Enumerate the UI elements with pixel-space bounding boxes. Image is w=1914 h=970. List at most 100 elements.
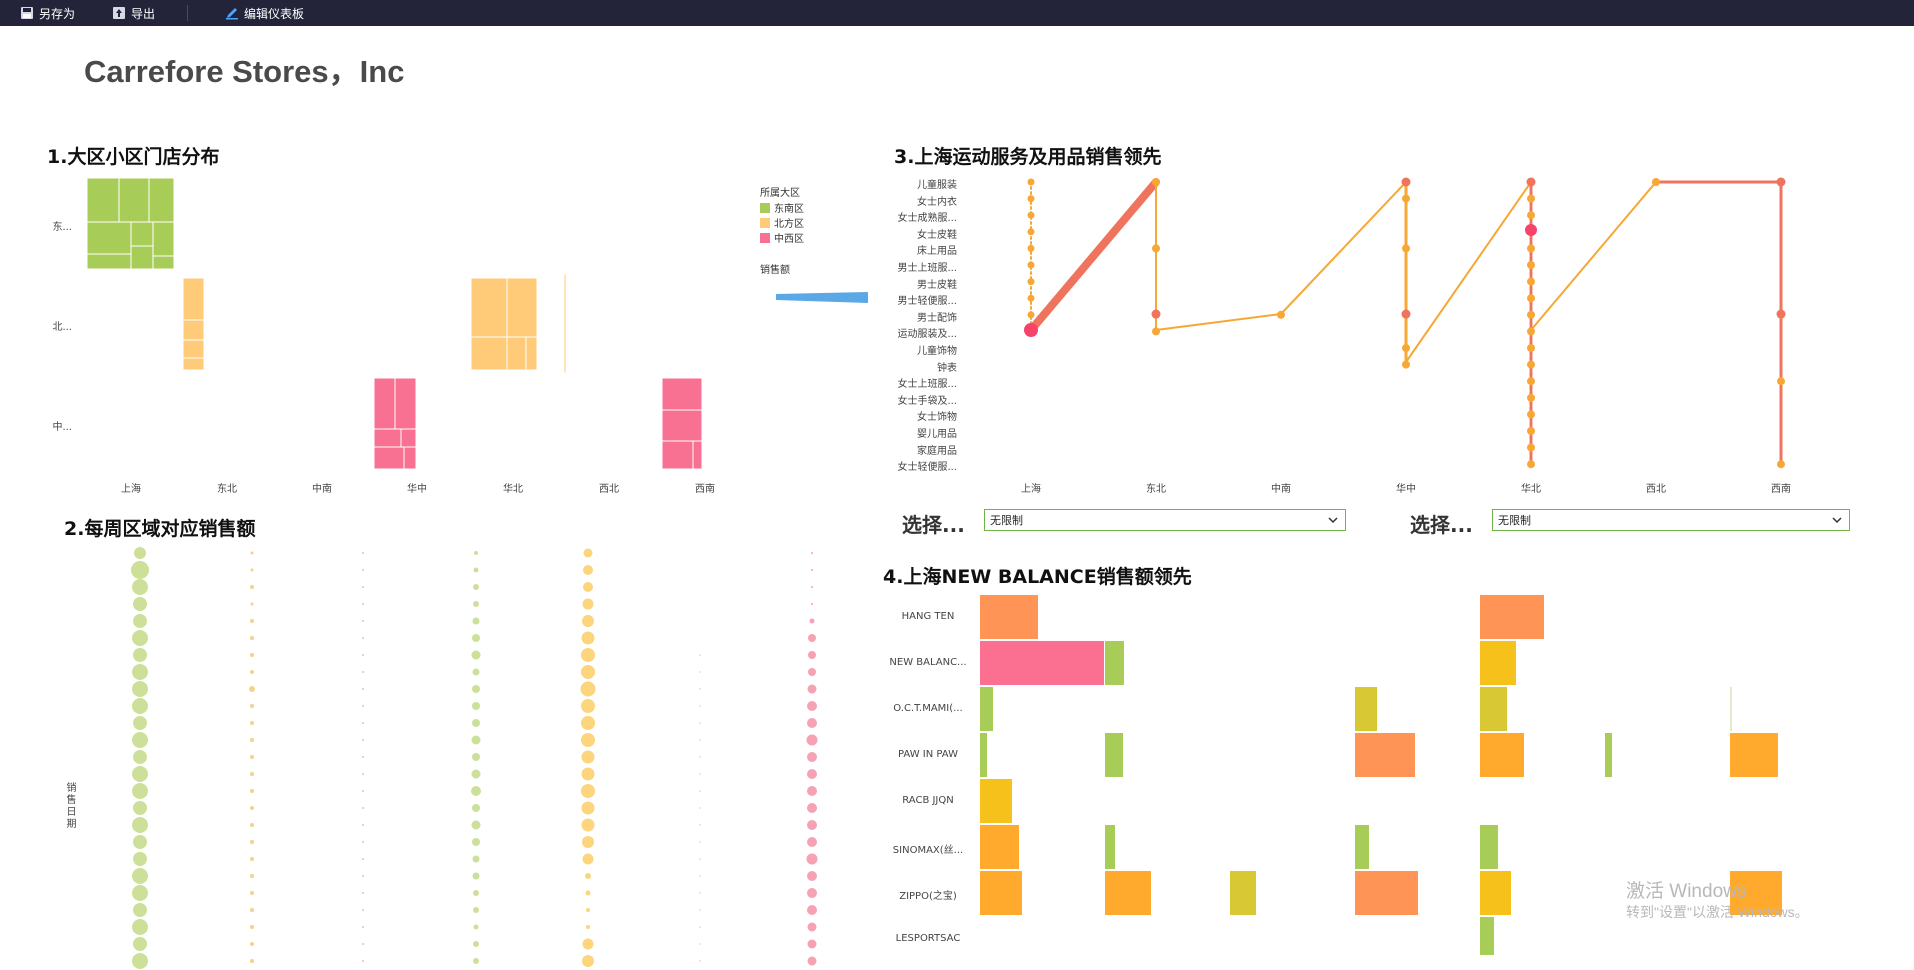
bubble-mark[interactable] (473, 924, 479, 930)
line-point[interactable] (1152, 327, 1160, 336)
bubble-mark[interactable] (807, 905, 817, 915)
bubble-mark[interactable] (250, 823, 254, 827)
bar-mark[interactable] (980, 641, 1104, 685)
bubble-mark[interactable] (472, 855, 480, 863)
bubble-mark[interactable] (807, 837, 817, 847)
bar-mark[interactable] (1480, 595, 1544, 639)
bubble-mark[interactable] (132, 783, 148, 799)
bubble-mark[interactable] (362, 807, 364, 809)
treemap-cell-north-huabei[interactable] (470, 273, 567, 374)
line-point-highlight[interactable] (1401, 309, 1411, 319)
bubble-mark[interactable] (473, 584, 479, 590)
bubble-mark[interactable] (133, 614, 147, 628)
bubble-mark[interactable] (250, 772, 254, 776)
bubble-mark[interactable] (808, 634, 816, 642)
bubble-mark[interactable] (582, 955, 594, 967)
bubble-mark[interactable] (132, 817, 148, 833)
bubble-mark[interactable] (250, 840, 254, 844)
line-point-highlight[interactable] (1151, 309, 1161, 319)
bubble-mark[interactable] (586, 925, 590, 929)
bubble-mark[interactable] (132, 885, 148, 901)
legend-item-southeast[interactable]: 东南区 (760, 200, 804, 215)
line-point[interactable] (1152, 244, 1160, 253)
bubble-mark[interactable] (362, 705, 364, 707)
bubble-mark[interactable] (362, 586, 364, 588)
legend-item-north[interactable]: 北方区 (760, 215, 804, 230)
bubble-mark[interactable] (250, 636, 254, 640)
line-point[interactable] (1152, 178, 1160, 186)
bubble-mark[interactable] (580, 681, 596, 697)
bubble-mark[interactable] (472, 634, 480, 642)
bar-mark[interactable] (1730, 687, 1732, 731)
bubble-mark[interactable] (581, 665, 595, 679)
bubble-mark[interactable] (471, 786, 481, 796)
line-point[interactable] (1527, 294, 1535, 303)
bubble-mark[interactable] (699, 688, 701, 690)
bubble-mark[interactable] (581, 699, 595, 713)
bubble-mark[interactable] (582, 938, 594, 950)
line-point[interactable] (1527, 344, 1535, 352)
line-point[interactable] (1527, 261, 1535, 269)
bubble-mark[interactable] (699, 756, 701, 758)
bubble-mark[interactable] (250, 789, 254, 793)
bubble-mark[interactable] (581, 750, 595, 764)
line-point[interactable] (1527, 211, 1535, 220)
line-point[interactable] (1027, 178, 1035, 186)
bar-mark[interactable] (1730, 871, 1782, 915)
bubble-mark[interactable] (699, 943, 701, 945)
bubble-mark[interactable] (362, 637, 364, 639)
bubble-mark[interactable] (811, 552, 813, 554)
bubble-mark[interactable] (699, 858, 701, 860)
export-button[interactable]: 导出 (112, 4, 155, 22)
bubble-mark[interactable] (699, 875, 701, 877)
line-point[interactable] (1402, 194, 1410, 203)
bubble-mark[interactable] (699, 790, 701, 792)
bubble-mark[interactable] (250, 670, 254, 674)
bubble-mark[interactable] (362, 824, 364, 826)
bar-mark[interactable] (1480, 871, 1511, 915)
bubble-mark[interactable] (362, 875, 364, 877)
bubble-mark[interactable] (472, 872, 480, 880)
bubble-mark[interactable] (807, 701, 817, 711)
bubble-mark[interactable] (132, 630, 148, 646)
bubble-mark[interactable] (473, 567, 479, 573)
bubble-mark[interactable] (471, 650, 481, 660)
legend-item-midwest[interactable]: 中西区 (760, 230, 804, 245)
line-point[interactable] (1027, 294, 1035, 302)
bubble-mark[interactable] (473, 601, 479, 607)
bubble-mark[interactable] (250, 653, 254, 657)
bubble-mark[interactable] (472, 804, 480, 812)
line-point[interactable] (1027, 228, 1035, 236)
line-point[interactable] (1777, 460, 1785, 469)
line-point[interactable] (1527, 443, 1535, 452)
line-point[interactable] (1027, 311, 1035, 319)
bubble-mark[interactable] (131, 561, 149, 579)
line-point[interactable] (1527, 393, 1535, 402)
bubble-mark[interactable] (583, 548, 593, 558)
bubble-mark[interactable] (472, 753, 480, 761)
treemap-cell-midwest-huazhong[interactable] (373, 377, 417, 470)
bubble-mark[interactable] (808, 668, 816, 676)
bubble-mark[interactable] (699, 892, 701, 894)
bubble-mark[interactable] (699, 773, 701, 775)
bubble-mark[interactable] (250, 551, 254, 555)
bubble-mark[interactable] (585, 890, 591, 896)
line-point-highlight[interactable] (1401, 177, 1411, 187)
bubble-mark[interactable] (586, 908, 590, 912)
line-point[interactable] (1527, 277, 1535, 286)
bubble-mark[interactable] (362, 722, 364, 724)
bar-mark[interactable] (1355, 733, 1415, 777)
bubble-mark[interactable] (132, 681, 148, 697)
bar-mark[interactable] (1605, 733, 1612, 777)
line-point[interactable] (1527, 410, 1535, 419)
bubble-mark[interactable] (807, 888, 817, 898)
bubble-mark[interactable] (132, 732, 148, 748)
bubble-mark[interactable] (132, 953, 148, 969)
bar-mark[interactable] (1730, 733, 1778, 777)
bubble-mark[interactable] (362, 960, 364, 962)
bar-mark[interactable] (1105, 641, 1124, 685)
line-point[interactable] (1527, 310, 1535, 319)
bubble-mark[interactable] (250, 585, 254, 589)
